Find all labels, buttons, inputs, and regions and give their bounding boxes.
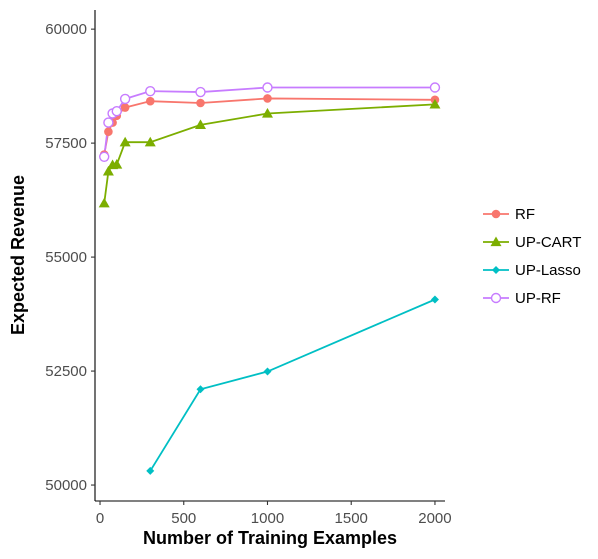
legend-label-up-cart: UP-CART: [515, 234, 581, 251]
x-axis-ticks: 0 500 1000 1500 2000: [96, 501, 452, 527]
y-tick-label: 55000: [45, 249, 87, 266]
data-point-up-cart: [429, 98, 441, 109]
data-point-up-lasso: [196, 385, 205, 394]
data-point-up-rf: [262, 82, 273, 93]
data-point-up-cart: [195, 119, 207, 130]
series-line-up-cart: [103, 103, 436, 204]
legend-label-up-lasso: UP-Lasso: [515, 262, 581, 279]
x-tick-label: 1000: [251, 510, 284, 527]
data-point-up-lasso: [263, 367, 272, 376]
data-point-up-rf: [111, 106, 122, 117]
data-point-up-cart: [98, 197, 110, 208]
plot-area: [98, 82, 441, 475]
data-point-rf: [263, 94, 272, 103]
x-tick-label: 0: [96, 510, 104, 527]
data-point-up-cart: [111, 159, 123, 169]
series-markers: [98, 82, 441, 475]
data-point-up-cart: [119, 136, 131, 147]
x-axis-title: Number of Training Examples: [143, 528, 397, 548]
data-point-up-cart: [102, 165, 114, 176]
data-point-up-rf: [195, 86, 206, 98]
data-point-rf: [120, 103, 130, 112]
y-tick-label: 60000: [45, 21, 87, 38]
data-point-rf: [196, 98, 205, 108]
legend-label-up-rf: UP-RF: [515, 290, 561, 307]
data-point-up-rf: [103, 117, 114, 128]
legend-marker-up-lasso: [492, 266, 500, 274]
data-point-up-cart: [261, 107, 273, 118]
x-tick-label: 1500: [335, 510, 368, 527]
data-point-up-rf: [145, 85, 156, 97]
y-tick-label: 50000: [45, 477, 87, 494]
data-point-up-lasso: [146, 466, 155, 475]
legend-marker-up-cart: [490, 236, 502, 247]
data-point-up-rf: [99, 151, 110, 162]
x-tick-label: 500: [171, 510, 196, 527]
data-point-rf: [145, 96, 155, 106]
legend-marker-rf: [491, 209, 501, 219]
data-point-up-lasso: [430, 295, 439, 304]
y-axis-ticks: 50000 52500 55000 57500 60000: [45, 21, 95, 494]
data-point-up-rf: [119, 93, 131, 105]
legend-label-rf: RF: [515, 206, 535, 223]
y-axis-title: Expected Revenue: [8, 175, 28, 335]
data-point-up-cart: [144, 136, 156, 147]
x-tick-label: 2000: [418, 510, 451, 527]
series-line-up-lasso: [149, 298, 436, 472]
legend-marker-up-rf: [490, 292, 502, 304]
data-point-rf: [104, 127, 113, 137]
y-tick-label: 57500: [45, 135, 87, 152]
legend: RF UP-CART UP-Lasso UP-RF: [483, 206, 581, 307]
y-tick-label: 52500: [45, 363, 87, 380]
data-point-up-rf: [429, 82, 441, 93]
